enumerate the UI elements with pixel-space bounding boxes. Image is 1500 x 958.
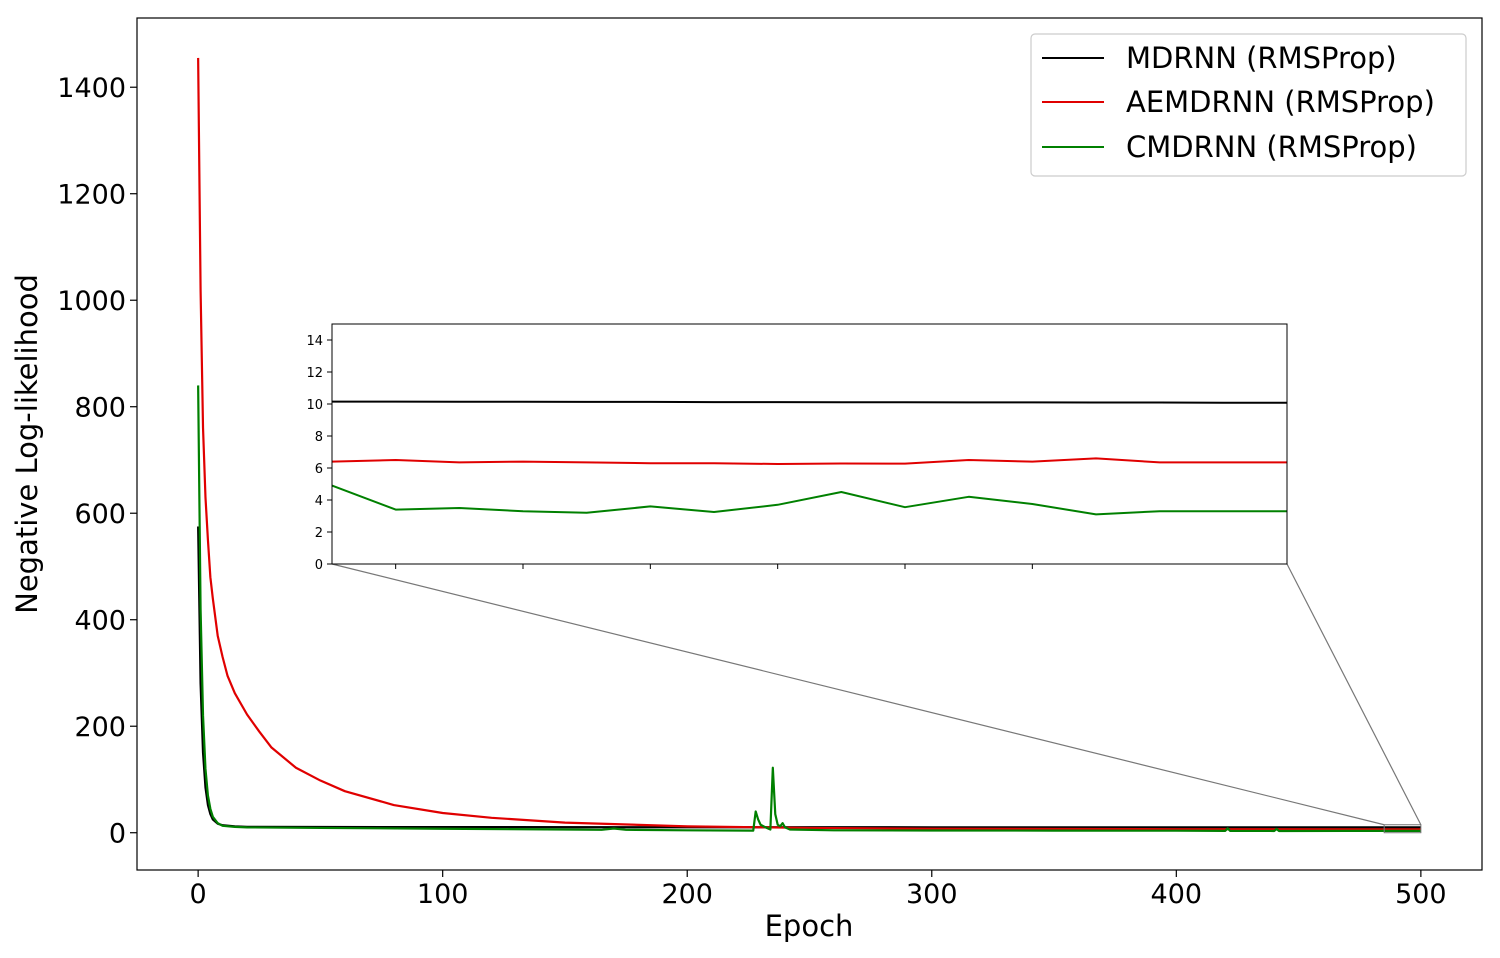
y-tick-label: 1200 <box>57 180 126 211</box>
inset-y-tick-label: 0 <box>315 558 323 573</box>
x-axis-label: Epoch <box>765 909 854 943</box>
inset-series-group <box>331 400 1287 516</box>
x-tick-label: 400 <box>1151 879 1203 910</box>
main-plot-frame <box>136 17 1483 871</box>
x-tick-label: 300 <box>906 879 958 910</box>
y-tick-label: 0 <box>109 819 126 850</box>
legend: MDRNN (RMSProp) AEMDRNN (RMSProp) CMDRNN… <box>1030 33 1467 177</box>
inset-x-axis-ticks <box>395 564 1033 569</box>
main-series-group <box>197 57 1421 833</box>
y-tick-label: 800 <box>74 393 126 424</box>
inset-y-tick-label: 12 <box>306 366 323 381</box>
inset-y-tick-label: 14 <box>306 334 323 349</box>
x-tick-label: 500 <box>1395 879 1447 910</box>
inset-y-tick-label: 4 <box>315 494 323 509</box>
inset-y-tick-label: 2 <box>315 526 323 541</box>
y-tick-label: 1400 <box>57 73 126 104</box>
zoom-connector-right <box>1286 563 1422 826</box>
inset-y-tick-label: 8 <box>315 430 323 445</box>
x-tick-label: 100 <box>417 879 469 910</box>
legend-entry-mdrnn: MDRNN (RMSProp) <box>1126 41 1397 75</box>
zoom-connector-left <box>331 563 1385 826</box>
inset-series-line-0 <box>332 400 1287 404</box>
zoom-connector-lines <box>331 563 1422 834</box>
inset-plot: 0 2 4 6 8 10 12 14 <box>306 323 1288 573</box>
main-plot: 0 100 200 300 400 500 02004006008001000120014… <box>10 17 1483 943</box>
inset-plot-frame <box>331 323 1288 565</box>
inset-y-tick-label: 10 <box>306 398 323 413</box>
x-tick-label: 200 <box>661 879 713 910</box>
legend-frame <box>1030 33 1467 177</box>
inset-plot-background <box>332 324 1287 564</box>
legend-entry-cmdrnn: CMDRNN (RMSProp) <box>1126 130 1417 164</box>
y-tick-label: 600 <box>74 499 126 530</box>
inset-series-line-1 <box>331 457 1287 465</box>
zoom-region-box <box>1383 824 1422 834</box>
y-axis-label: Negative Log-likelihood <box>10 274 44 614</box>
y-tick-label: 200 <box>74 712 126 743</box>
inset-y-axis-ticks: 0 2 4 6 8 10 12 14 <box>306 334 332 573</box>
y-tick-label: 400 <box>74 606 126 637</box>
series-line-1 <box>197 57 1421 831</box>
series-line-2 <box>197 385 1421 833</box>
y-axis-ticks: 0 200 400 600 800 1000 1200 1400 <box>57 73 137 850</box>
x-tick-label: 0 <box>190 879 207 910</box>
x-axis-ticks: 0 100 200 300 400 500 <box>190 870 1447 910</box>
y-tick-label: 1000 <box>57 286 126 317</box>
legend-entry-aemdrnn: AEMDRNN (RMSProp) <box>1126 85 1435 119</box>
inset-series-line-2 <box>331 484 1287 516</box>
inset-y-tick-label: 6 <box>315 462 323 477</box>
